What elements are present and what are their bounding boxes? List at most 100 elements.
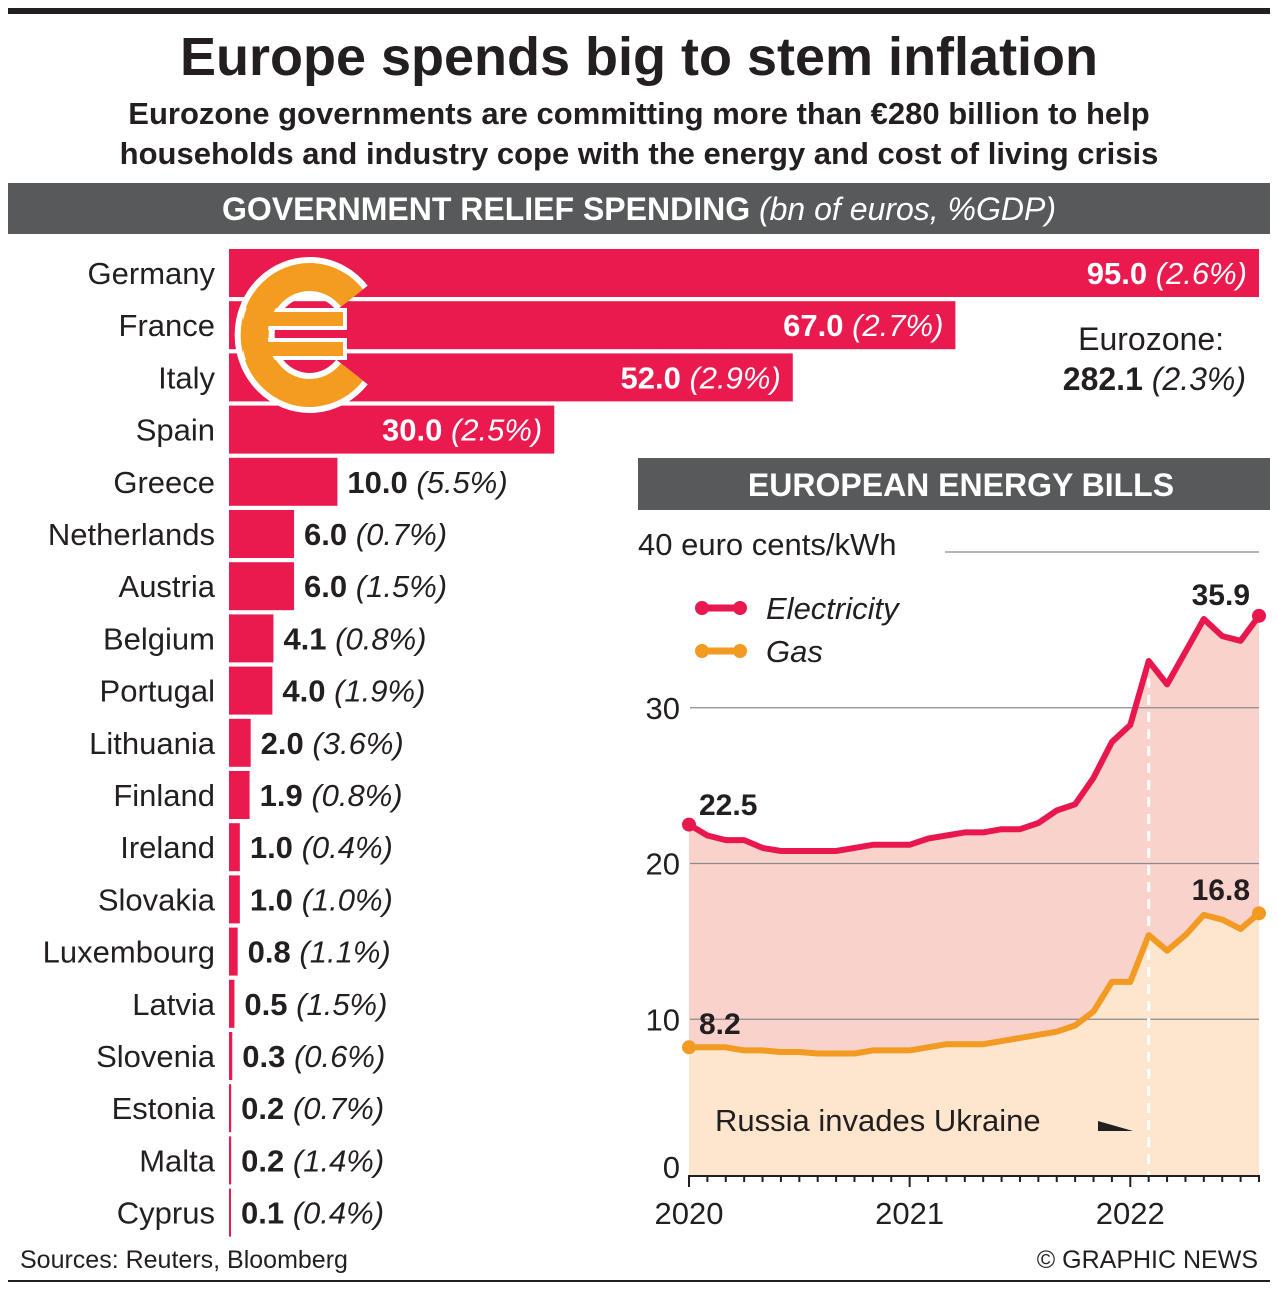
bar-value-label: 1.0 (0.4%) bbox=[250, 830, 393, 865]
bar-value-space bbox=[347, 517, 356, 552]
gas-end-point bbox=[1252, 906, 1266, 921]
bar-value-label: 0.2 (1.4%) bbox=[241, 1143, 384, 1178]
bar-value-label: 0.2 (0.7%) bbox=[241, 1091, 384, 1126]
bar-category-label: Lithuania bbox=[89, 726, 216, 761]
bar-pct-gdp: (2.5%) bbox=[451, 413, 542, 448]
bar-category-label: Belgium bbox=[103, 621, 215, 656]
bar-value-space bbox=[288, 987, 297, 1022]
gas-area bbox=[689, 913, 1259, 1175]
bar bbox=[229, 771, 250, 819]
legend-gas-dot bbox=[733, 644, 747, 658]
bar-category-label: Malta bbox=[139, 1143, 216, 1178]
bar-category-label: Luxembourg bbox=[43, 935, 215, 970]
bar-value-space bbox=[303, 778, 312, 813]
bar-pct-gdp: (0.7%) bbox=[356, 517, 447, 552]
bar-category-label: Estonia bbox=[112, 1091, 216, 1126]
bar bbox=[229, 1084, 232, 1133]
bar-value-space bbox=[284, 1143, 293, 1178]
bar-category-label: Finland bbox=[113, 778, 215, 813]
bar bbox=[229, 666, 273, 715]
legend-gas-label: Gas bbox=[766, 634, 823, 669]
electricity-line bbox=[687, 614, 1262, 854]
bar-value: 30.0 bbox=[382, 413, 442, 448]
bar-pct-gdp: (0.4%) bbox=[293, 1196, 384, 1231]
bar-value-space bbox=[1147, 256, 1156, 291]
y-tick-label: 30 bbox=[646, 691, 680, 726]
bar-value-space bbox=[843, 308, 852, 343]
bar-value-space bbox=[325, 674, 334, 709]
eurozone-label: Eurozone: bbox=[1078, 321, 1224, 357]
bar-pct-gdp: (0.7%) bbox=[293, 1091, 384, 1126]
bar-value: 4.1 bbox=[283, 621, 326, 656]
bar-value: 0.5 bbox=[244, 987, 287, 1022]
bar-value: 6.0 bbox=[304, 517, 347, 552]
subtitle-line-2: households and industry cope with the en… bbox=[120, 136, 1159, 171]
bar bbox=[229, 457, 338, 506]
bar bbox=[229, 1136, 232, 1185]
bar-pct-gdp: (0.8%) bbox=[311, 778, 402, 813]
y-tick-label: 20 bbox=[646, 847, 680, 882]
bar bbox=[229, 718, 251, 767]
bar-value-space bbox=[408, 465, 417, 500]
top-rule bbox=[8, 8, 1270, 14]
legend-electricity-dot bbox=[695, 601, 709, 615]
bar-value-label: 95.0 (2.6%) bbox=[1087, 256, 1247, 291]
bar-pct-gdp: (2.6%) bbox=[1156, 256, 1247, 291]
annotation-label: Russia invades Ukraine bbox=[715, 1103, 1041, 1138]
bar-value-label: 52.0 (2.9%) bbox=[621, 360, 781, 395]
bar-value: 1.0 bbox=[250, 830, 293, 865]
bar-value: 52.0 bbox=[621, 360, 681, 395]
gas-start-point bbox=[682, 1040, 696, 1055]
bar-value-space bbox=[284, 1196, 293, 1231]
bar-value-label: 1.9 (0.8%) bbox=[260, 778, 403, 813]
bar-category-label: Germany bbox=[88, 256, 216, 291]
relief-header-bar bbox=[8, 183, 1270, 234]
bar-value: 0.8 bbox=[248, 935, 291, 970]
x-tick-label: 2021 bbox=[875, 1196, 944, 1231]
page-title: Europe spends big to stem inflation bbox=[180, 27, 1098, 87]
bar-pct-gdp: (0.6%) bbox=[294, 1039, 385, 1074]
bar-value-label: 2.0 (3.6%) bbox=[261, 726, 404, 761]
annotation-arrow-icon bbox=[1098, 1121, 1133, 1131]
bar-value: 4.0 bbox=[282, 674, 325, 709]
bar-value-space bbox=[291, 935, 300, 970]
bar bbox=[229, 823, 240, 872]
bar-value: 2.0 bbox=[261, 726, 304, 761]
eurozone-total-pct: (2.3%) bbox=[1152, 361, 1246, 397]
bar-value: 1.0 bbox=[250, 882, 293, 917]
bar-pct-gdp: (1.5%) bbox=[296, 987, 387, 1022]
electricity-start-point bbox=[682, 817, 696, 832]
bar-pct-gdp: (1.9%) bbox=[334, 674, 425, 709]
x-tick-label: 2020 bbox=[655, 1196, 724, 1231]
bar bbox=[229, 979, 235, 1028]
bar-value: 67.0 bbox=[783, 308, 843, 343]
y-tick-label: 10 bbox=[646, 1002, 680, 1037]
bar-value-space bbox=[293, 882, 302, 917]
electricity-end-point bbox=[1252, 608, 1266, 623]
bar bbox=[229, 927, 238, 976]
eurozone-total-value: 282.1 bbox=[1063, 361, 1143, 397]
bar-value-space bbox=[304, 726, 313, 761]
bar bbox=[229, 249, 1259, 297]
bar-category-label: Portugal bbox=[100, 674, 215, 709]
bar-value: 0.2 bbox=[241, 1091, 284, 1126]
gas-end-label: 16.8 bbox=[1192, 874, 1250, 907]
bar-value: 0.1 bbox=[241, 1196, 284, 1231]
gas-line bbox=[689, 911, 1261, 1057]
bar-category-label: Cyprus bbox=[117, 1196, 215, 1231]
bar bbox=[229, 405, 555, 454]
relief-header-units: (bn of euros, %GDP) bbox=[759, 191, 1056, 227]
bar-value-space bbox=[681, 360, 690, 395]
eurozone-total: 282.1 (2.3%) bbox=[1063, 361, 1246, 397]
bar bbox=[229, 562, 295, 611]
bar-value-label: 4.0 (1.9%) bbox=[282, 674, 425, 709]
bar-pct-gdp: (0.4%) bbox=[302, 830, 393, 865]
bar bbox=[229, 510, 295, 558]
bar-value-label: 0.5 (1.5%) bbox=[244, 987, 387, 1022]
bar-pct-gdp: (5.5%) bbox=[416, 465, 507, 500]
bar-value-label: 6.0 (1.5%) bbox=[304, 569, 447, 604]
bar-pct-gdp: (2.7%) bbox=[852, 308, 943, 343]
bar-pct-gdp: (2.9%) bbox=[689, 360, 780, 395]
bottom-rule bbox=[8, 1280, 1270, 1282]
bar-category-label: Greece bbox=[113, 465, 215, 500]
